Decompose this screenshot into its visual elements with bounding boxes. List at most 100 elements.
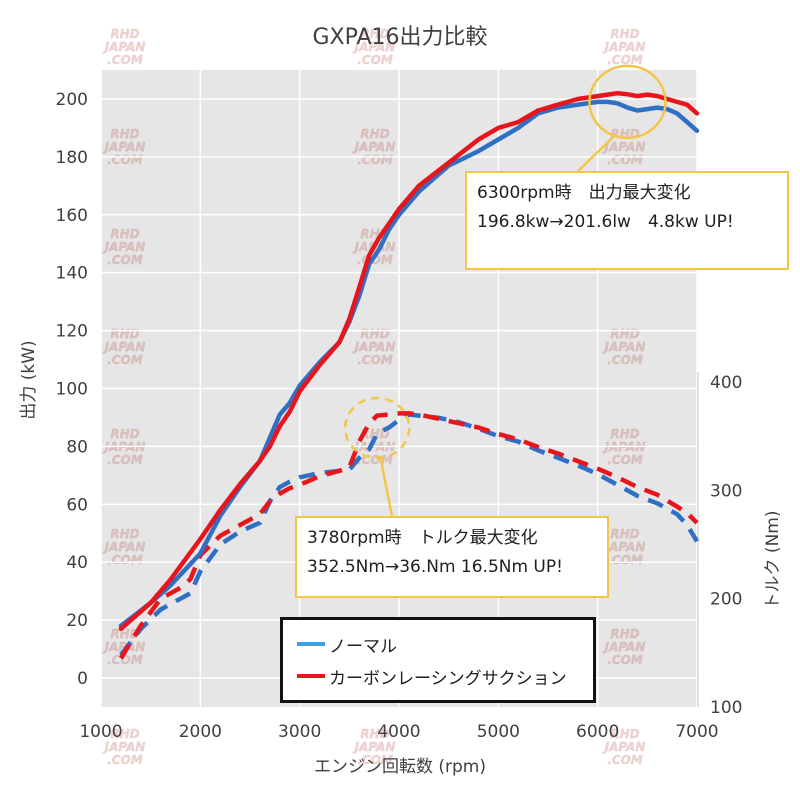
watermark-text-0: RHD xyxy=(360,127,389,141)
watermark-text-1: JAPAN xyxy=(103,40,146,54)
watermark-text-0: RHD xyxy=(360,27,389,41)
callout-connector-power xyxy=(577,135,615,172)
y-left-tick-label-40: 40 xyxy=(66,553,88,573)
watermark-text-2: .COM xyxy=(107,553,143,567)
watermark-text-0: RHD xyxy=(610,427,639,441)
watermark-text-2: .COM xyxy=(357,153,393,167)
legend-item-normal: ノーマル xyxy=(297,632,397,657)
legend-item-carbon: カーボンレーシングサクション xyxy=(297,664,567,689)
y-axis-label-right: トルク (Nm) xyxy=(763,511,783,610)
chart-title: GXPA16出力比較 xyxy=(312,25,487,50)
axes: 1000 2000 3000 4000 5000 6000 7000 0 20 40 60 80 100… xyxy=(56,90,743,742)
y-left-tick-label-140: 140 xyxy=(56,264,88,284)
y-left-tick-label-120: 120 xyxy=(56,322,88,342)
watermark-text-1: JAPAN xyxy=(103,140,146,154)
watermark-text-2: .COM xyxy=(607,53,643,67)
x-tick-label-5000: 5000 xyxy=(477,722,520,742)
watermark-text-2: .COM xyxy=(357,353,393,367)
legend-label-normal: ノーマル xyxy=(329,636,397,657)
watermark-text-2: .COM xyxy=(107,353,143,367)
watermark-text-2: .COM xyxy=(607,753,643,767)
watermark-text-1: JAPAN xyxy=(353,740,396,754)
y-left-tick-label-200: 200 xyxy=(56,90,88,110)
callout-max-torque-change: 3780rpm時 トルク最大変化 352.5Nm→36.Nm 16.5Nm UP… xyxy=(295,516,609,598)
y-axis-label-left: 出力 (kW) xyxy=(19,340,39,419)
watermark-text-0: RHD xyxy=(610,327,639,341)
watermark-text-2: .COM xyxy=(607,453,643,467)
watermark-text-2: .COM xyxy=(107,53,143,67)
legend-label-carbon: カーボンレーシングサクション xyxy=(329,668,567,689)
watermark-text-1: JAPAN xyxy=(603,40,646,54)
x-axis-label: エンジン回転数 (rpm) xyxy=(314,757,486,777)
watermark-text-0: RHD xyxy=(110,627,139,641)
watermark-text-1: JAPAN xyxy=(103,540,146,554)
watermark-text-2: .COM xyxy=(357,753,393,767)
x-tick-label-7000: 7000 xyxy=(675,722,718,742)
y-left-tick-label-100: 100 xyxy=(56,380,88,400)
watermark-text-1: JAPAN xyxy=(603,540,646,554)
legend-swatch-normal xyxy=(297,642,325,646)
y-left-tick-label-0: 0 xyxy=(77,669,88,689)
watermark-text-0: RHD xyxy=(110,327,139,341)
watermark-text-0: RHD xyxy=(610,527,639,541)
callout-torque-line-1: 3780rpm時 トルク最大変化 xyxy=(307,528,538,548)
watermark-text-2: .COM xyxy=(107,753,143,767)
watermark-text-0: RHD xyxy=(110,227,139,241)
watermark-text-2: .COM xyxy=(107,153,143,167)
callout-torque-line-2: 352.5Nm→36.Nm 16.5Nm UP! xyxy=(307,557,563,577)
y-right-tick-label-300: 300 xyxy=(710,481,742,501)
watermark-text-0: RHD xyxy=(110,727,139,741)
x-tick-label-4000: 4000 xyxy=(377,722,420,742)
watermark-text-2: .COM xyxy=(107,653,143,667)
watermark-text-0: RHD xyxy=(610,727,639,741)
series-layer xyxy=(118,90,700,660)
grid-lines xyxy=(100,70,698,707)
y-right-tick-label-200: 200 xyxy=(710,590,742,610)
y-right-tick-label-100: 100 xyxy=(710,698,742,718)
watermark-text-1: JAPAN xyxy=(353,40,396,54)
watermark-text-0: RHD xyxy=(360,327,389,341)
watermark-text-0: RHD xyxy=(110,127,139,141)
watermark-text-2: .COM xyxy=(357,53,393,67)
callout-max-power-change: 6300rpm時 出力最大変化 196.8kw→201.6lw 4.8kw UP… xyxy=(465,171,789,270)
y-right-tick-label-400: 400 xyxy=(710,373,742,393)
watermark-text-1: JAPAN xyxy=(353,340,396,354)
y-left-tick-label-80: 80 xyxy=(66,437,88,457)
watermark-text-2: .COM xyxy=(107,253,143,267)
x-tick-label-2000: 2000 xyxy=(179,722,222,742)
legend-swatch-carbon xyxy=(297,674,325,678)
watermark-text-0: RHD xyxy=(110,527,139,541)
x-tick-label-6000: 6000 xyxy=(576,722,619,742)
annotation-layer xyxy=(343,64,667,517)
watermark-text-2: .COM xyxy=(607,353,643,367)
watermark-text-1: JAPAN xyxy=(353,140,396,154)
series-line-3 xyxy=(118,411,699,660)
watermark-text-2: .COM xyxy=(607,653,643,667)
watermark-text-0: RHD xyxy=(610,27,639,41)
watermark-text-1: JAPAN xyxy=(603,340,646,354)
highlight-circle-power xyxy=(588,64,667,140)
x-tick-label-1000: 1000 xyxy=(79,722,122,742)
watermark-text-1: JAPAN xyxy=(103,740,146,754)
y-left-tick-label-160: 160 xyxy=(56,206,88,226)
callout-connector-torque xyxy=(378,455,394,517)
watermark-text-1: JAPAN xyxy=(603,140,646,154)
watermark-text-1: JAPAN xyxy=(103,340,146,354)
callout-power-line-1: 6300rpm時 出力最大変化 xyxy=(477,183,691,203)
watermark-text-2: .COM xyxy=(107,453,143,467)
highlight-circle-torque xyxy=(343,396,411,460)
watermark-text-2: .COM xyxy=(607,553,643,567)
watermark-text-1: JAPAN xyxy=(603,740,646,754)
watermark-text-1: JAPAN xyxy=(603,640,646,654)
x-tick-label-3000: 3000 xyxy=(278,722,321,742)
